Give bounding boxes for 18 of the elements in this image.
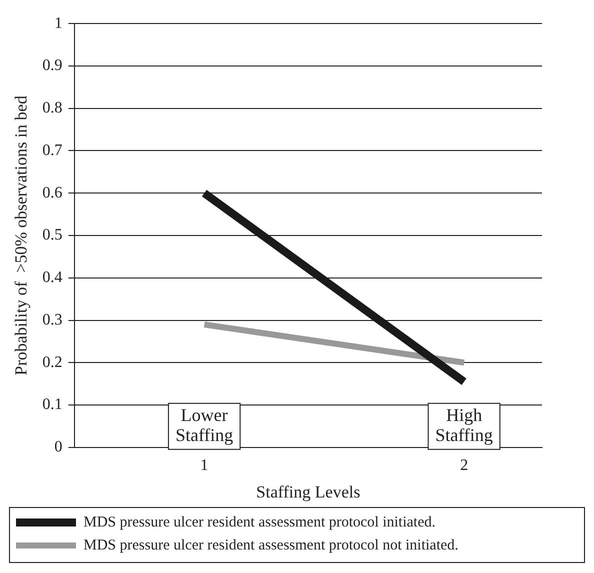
y-tick-label: 0.8	[42, 100, 62, 117]
y-tick-label: 0.7	[42, 142, 62, 159]
y-tick-label: 0.4	[42, 269, 62, 286]
annotation: High Staffing	[435, 405, 493, 446]
y-axis-title: Probability of >50% observations in bed	[12, 95, 31, 376]
y-tick-label: 0.6	[42, 184, 62, 202]
y-tick-label: 0.9	[42, 57, 62, 74]
x-axis-title: Staffing Levels	[256, 482, 360, 502]
y-tick-label: 1	[54, 14, 62, 32]
legend-label: MDS pressure ulcer resident assessment protocol not initiated.	[84, 537, 458, 554]
legend-label: MDS pressure ulcer resident assessment protocol initiated.	[84, 514, 436, 530]
y-tick-label: 0	[54, 438, 62, 456]
y-tick-label: 0.5	[42, 226, 62, 244]
y-tick-label: 0.1	[42, 396, 62, 414]
y-tick-label: 0.3	[42, 311, 62, 328]
x-tick-label: 2	[460, 457, 468, 474]
y-tick-label: 0.2	[42, 354, 62, 371]
annotation: Lower Staffing	[175, 405, 234, 446]
